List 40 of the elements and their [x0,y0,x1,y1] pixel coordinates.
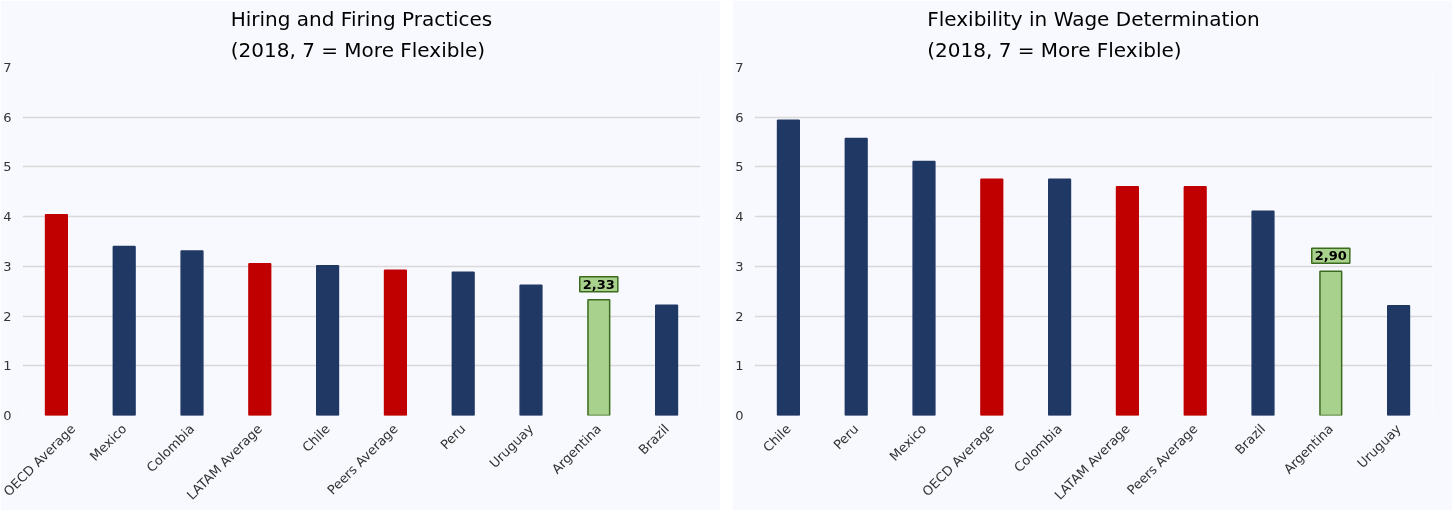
data-label: 2,33 [582,276,615,292]
y-tick-label: 0 [3,408,12,423]
y-tick-label: 0 [735,408,744,423]
bar [844,137,868,416]
data-label: 2,90 [1314,248,1347,264]
bar [1251,210,1275,416]
y-tick-label: 5 [3,159,12,175]
y-tick-label: 2 [735,308,744,324]
y-tick-label: 3 [3,258,12,274]
bar [44,213,68,416]
bar [587,298,611,416]
bar [1183,186,1207,416]
y-tick-label: 7 [735,60,744,75]
bar [451,271,475,416]
bar [1319,270,1343,416]
y-tick-label: 1 [735,358,744,374]
y-tick-label: 5 [735,159,744,175]
y-tick-label: 4 [735,209,744,225]
y-tick-label: 7 [3,60,12,75]
bar [112,245,136,416]
y-tick-label: 6 [735,109,744,125]
bar [980,178,1004,416]
bar [519,284,543,416]
bar [912,160,936,416]
bar [1387,304,1411,416]
chart-title: Flexibility in Wage Determination (2018, 7 = More Flexible) [927,7,1260,63]
bar [1115,186,1139,416]
bar [316,265,340,416]
y-tick-label: 6 [3,109,12,125]
y-tick-label: 4 [3,209,12,225]
bar [383,269,407,416]
bar [180,250,204,416]
bar [776,119,800,416]
y-tick-label: 1 [3,358,12,374]
chart-title: Hiring and Firing Practices (2018, 7 = More Flexible) [230,7,493,63]
y-tick-label: 2 [3,308,12,324]
bar [1048,178,1072,416]
y-tick-label: 3 [735,258,744,274]
bar [655,304,679,416]
bar [248,263,272,416]
